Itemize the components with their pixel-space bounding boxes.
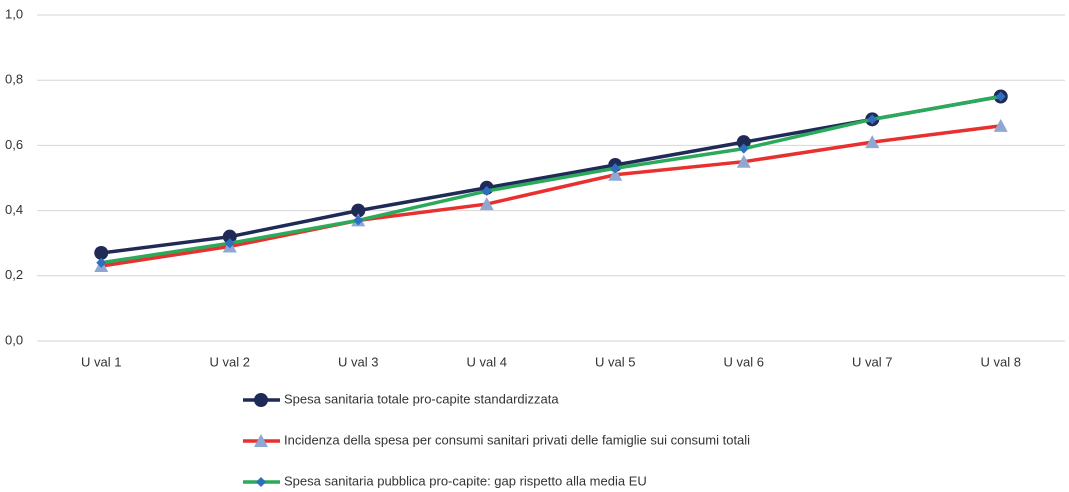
marker [224, 238, 235, 249]
marker [867, 114, 878, 125]
marker [254, 393, 268, 407]
marker [865, 135, 880, 149]
series-line [100, 124, 1001, 268]
marker [995, 91, 1006, 102]
marker [610, 163, 621, 174]
marker [993, 118, 1008, 132]
legend-label: Incidenza della spesa per consumi sanita… [284, 432, 750, 447]
x-tick-label: U val 7 [852, 354, 892, 369]
x-tick-label: U val 8 [981, 354, 1021, 369]
marker [96, 257, 107, 268]
marker [608, 167, 623, 181]
y-tick-label: 0,6 [5, 137, 23, 152]
marker [94, 245, 109, 260]
x-tick-label: U val 5 [595, 354, 635, 369]
x-tick-label: U val 4 [467, 354, 507, 369]
marker [254, 434, 268, 447]
y-tick-label: 0,2 [5, 267, 23, 282]
y-tick-label: 0,0 [5, 332, 23, 347]
y-tick-label: 0,8 [5, 72, 23, 87]
legend-label: Spesa sanitaria totale pro-capite standa… [284, 391, 559, 406]
y-tick-label: 1,0 [5, 6, 23, 21]
x-tick-label: U val 6 [724, 354, 764, 369]
x-tick-label: U val 2 [210, 354, 250, 369]
marker [736, 135, 751, 150]
marker [256, 477, 266, 487]
marker [479, 197, 494, 211]
marker [481, 186, 492, 197]
x-tick-label: U val 3 [338, 354, 378, 369]
series-line [100, 94, 1002, 265]
x-tick-label: U val 1 [81, 354, 121, 369]
legend-label: Spesa sanitaria pubblica pro-capite: gap… [284, 473, 647, 488]
marker [222, 229, 237, 244]
marker [738, 143, 749, 154]
marker [351, 203, 366, 218]
marker [736, 154, 751, 168]
marker [353, 215, 364, 226]
y-tick-label: 0,4 [5, 202, 23, 217]
